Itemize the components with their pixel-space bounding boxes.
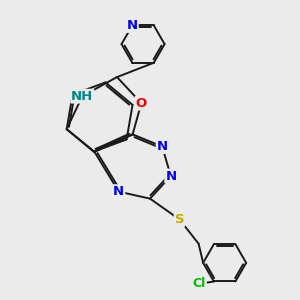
Text: S: S [175, 213, 184, 226]
Text: N: N [127, 19, 138, 32]
Text: NH: NH [71, 90, 93, 103]
Text: Cl: Cl [193, 277, 206, 290]
Text: N: N [157, 140, 168, 153]
Text: O: O [136, 97, 147, 110]
Text: N: N [113, 185, 124, 198]
Text: N: N [165, 169, 176, 182]
